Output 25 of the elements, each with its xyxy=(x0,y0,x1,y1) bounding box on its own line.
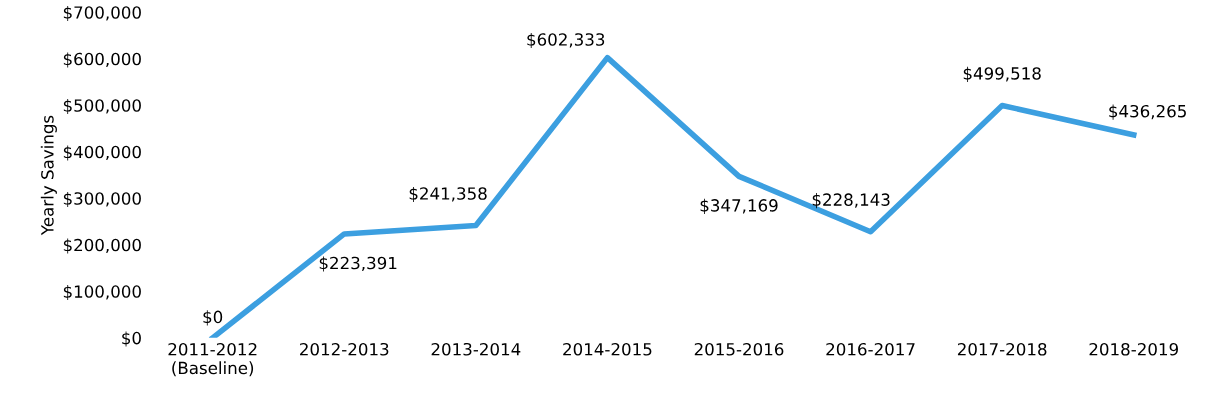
y-tick-label: $100,000 xyxy=(63,284,141,301)
data-label: $436,265 xyxy=(1109,104,1186,120)
x-tick-label: 2013-2014 xyxy=(431,342,521,356)
y-tick-label: $600,000 xyxy=(63,52,141,68)
x-tick-label: 2015-2016 xyxy=(694,342,784,356)
y-tick-label: $500,000 xyxy=(63,98,141,115)
x-tick-label: 2017-2018 xyxy=(957,342,1047,356)
data-label: $0 xyxy=(203,310,223,326)
data-label: $223,391 xyxy=(319,256,397,272)
x-tick-label: 2018-2019 xyxy=(1089,342,1178,356)
x-tick-label: 2012-2013 xyxy=(300,342,389,356)
x-tick-label: 2014-2015 xyxy=(563,342,652,356)
data-label: $347,169 xyxy=(700,198,778,214)
y-axis-title: Yearly Savings xyxy=(40,115,57,236)
data-label: $228,143 xyxy=(812,193,890,209)
x-tick-label: 2011-2012 (Baseline) xyxy=(168,342,257,377)
y-tick-label: $700,000 xyxy=(63,5,141,21)
data-label: $241,358 xyxy=(409,186,487,203)
y-tick-label: $400,000 xyxy=(63,145,141,161)
y-tick-label: $200,000 xyxy=(63,238,141,254)
y-tick-label: $300,000 xyxy=(63,191,141,208)
data-label: $499,518 xyxy=(963,66,1041,82)
x-tick-label: 2016-2017 xyxy=(826,342,915,356)
data-label: $602,333 xyxy=(527,32,605,49)
y-tick-label: $0 xyxy=(122,331,141,347)
